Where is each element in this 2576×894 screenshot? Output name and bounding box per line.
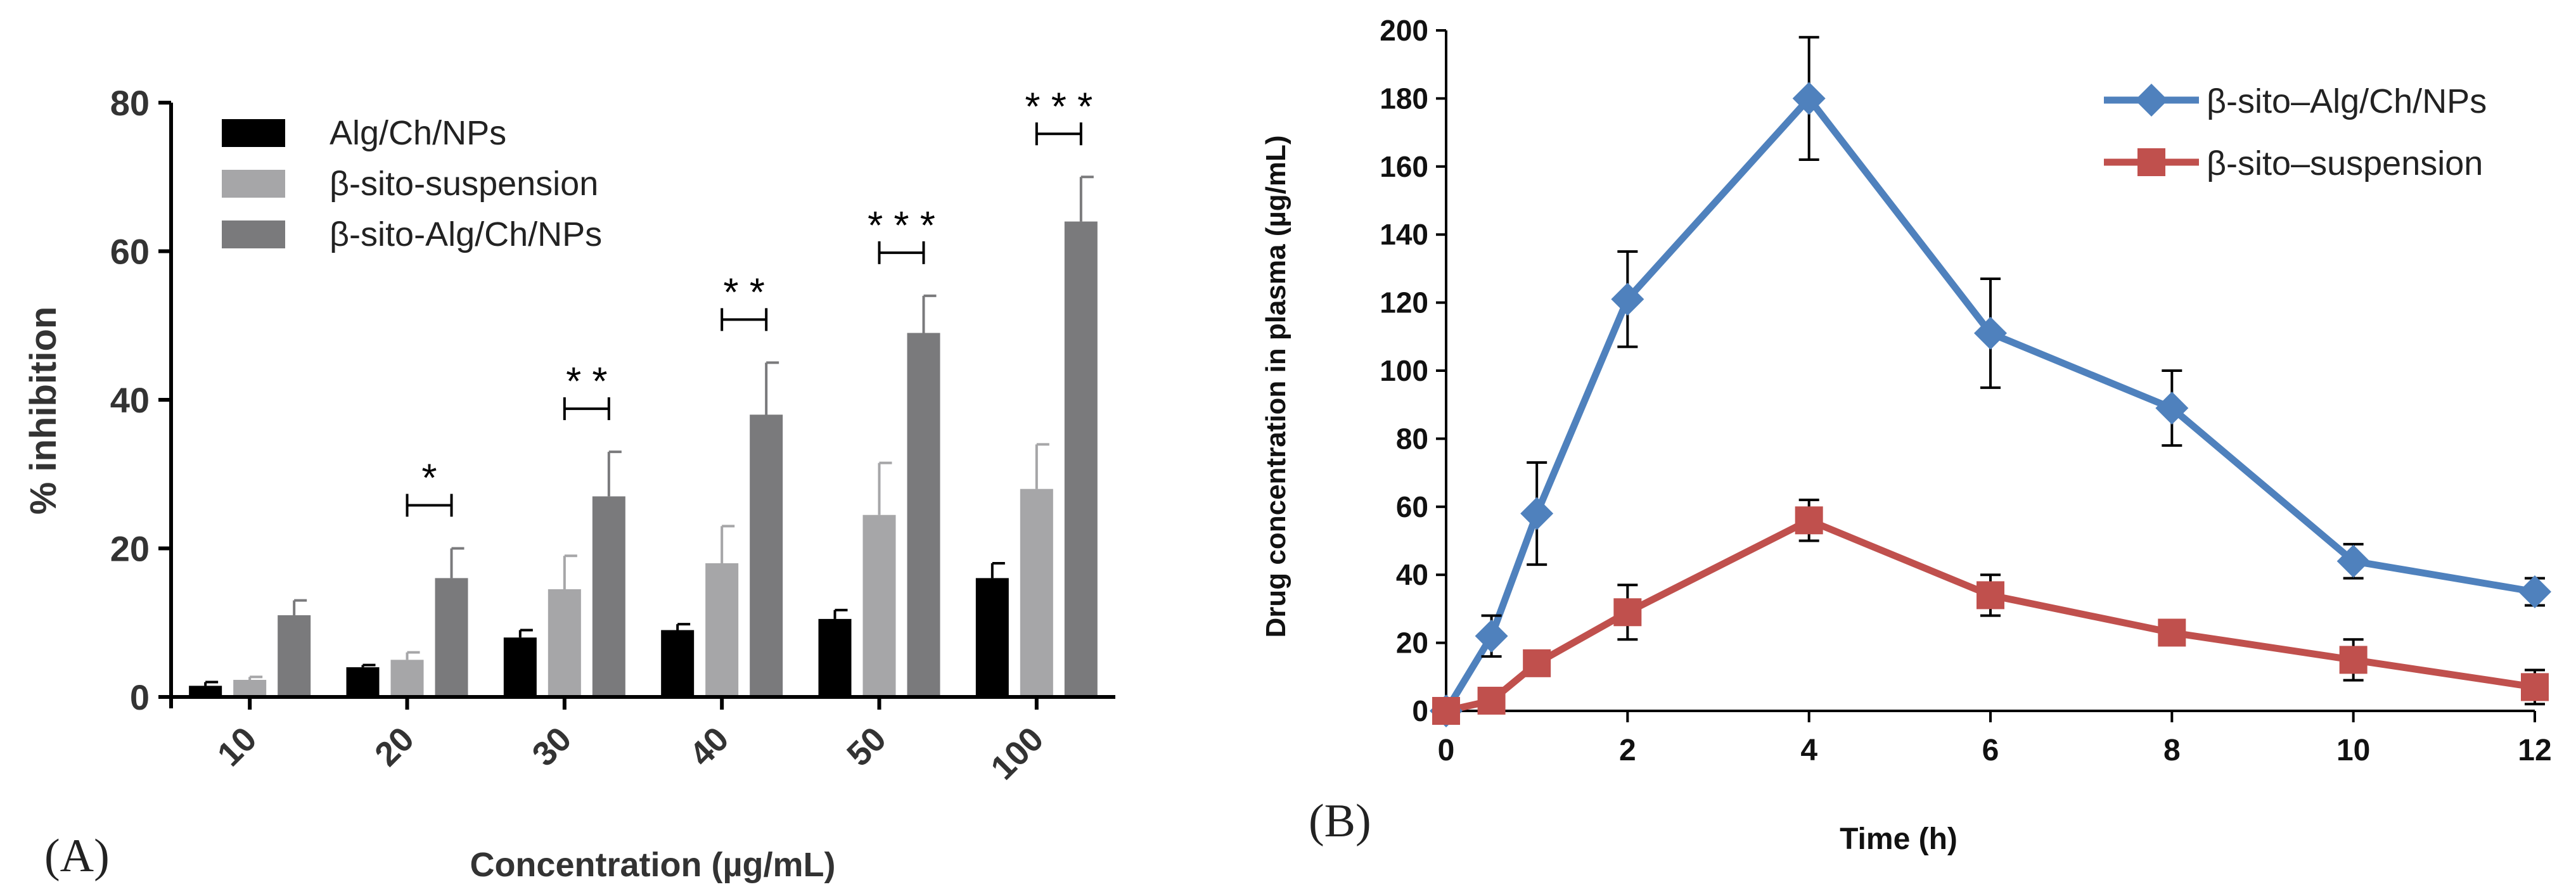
y-tick-label: 40 — [1396, 558, 1428, 591]
data-point-1 — [1611, 283, 1644, 316]
x-tick-label: 10 — [2336, 734, 2370, 767]
data-point-1 — [2155, 392, 2189, 425]
panel-b-axes: 0 20 40 60 80 100 120 140 160 180 200 0 2 4 6 8 10 12 — [1380, 14, 2551, 767]
x-tick-label: 12 — [2518, 734, 2551, 767]
y-tick-label: 80 — [110, 83, 150, 123]
bar-50-3 — [907, 333, 940, 697]
bar-30-2 — [548, 589, 581, 697]
bar-40-2 — [705, 563, 739, 697]
significance-stars: * * * — [868, 204, 935, 248]
bar-40-1 — [661, 630, 695, 697]
bar-100-3 — [1064, 221, 1098, 698]
legend-label: β-sito-Alg/Ch/NPs — [330, 215, 602, 253]
legend-label: β-sito–suspension — [2207, 144, 2483, 182]
data-point-2 — [1523, 649, 1551, 677]
bar-20-1 — [346, 667, 380, 697]
data-point-2 — [1977, 581, 2004, 610]
y-tick-label: 0 — [1412, 694, 1428, 727]
data-point-2 — [1477, 686, 1506, 715]
x-tick-label: 40 — [682, 720, 736, 774]
bar-30-1 — [503, 637, 537, 697]
x-tick-label: 4 — [1800, 734, 1817, 767]
y-tick-label: 0 — [130, 677, 150, 717]
bar-10-2 — [233, 680, 267, 697]
legend-swatch — [222, 119, 285, 147]
data-point-2 — [2521, 673, 2549, 701]
bar-40-3 — [750, 414, 783, 697]
panel-b-legend: β-sito–Alg/Ch/NPs β-sito–suspension — [2104, 82, 2487, 182]
x-tick-label: 2 — [1619, 734, 1636, 767]
data-point-1 — [1974, 316, 2007, 350]
panel-a-error-bars — [204, 176, 1094, 686]
data-point-1 — [2336, 544, 2370, 578]
bar-20-3 — [435, 578, 468, 697]
x-tick-label: 8 — [2163, 734, 2181, 767]
significance-stars: * * — [723, 271, 764, 314]
legend-swatch — [222, 170, 285, 198]
panel-b-markers — [1430, 82, 2551, 727]
panel-b-line-chart: 0 20 40 60 80 100 120 140 160 180 200 0 2 4 6 8 10 12 β-s… — [1260, 14, 2552, 856]
bar-10-1 — [189, 686, 222, 697]
panel-a-legend: Alg/Ch/NPs β-sito-suspension β-sito-Alg/Ch… — [222, 114, 602, 253]
x-tick-label: 20 — [368, 720, 421, 774]
panel-b-label: (B) — [1309, 795, 1371, 847]
y-tick-label: 100 — [1380, 354, 1428, 387]
y-tick-label: 140 — [1380, 218, 1428, 251]
y-tick-label: 200 — [1380, 14, 1428, 47]
panel-b-y-axis-label: Drug concentration in plasma (µg/mL) — [1260, 136, 1291, 638]
panel-b-x-axis-label: Time (h) — [1840, 822, 1958, 856]
y-tick-label: 20 — [1396, 627, 1428, 660]
panel-b-series-lines — [1443, 94, 2535, 715]
data-point-1 — [1520, 497, 1554, 530]
y-tick-label: 80 — [1396, 422, 1428, 455]
panel-a-x-axis-label: Concentration (µg/mL) — [470, 846, 835, 884]
legend-label: β-sito-suspension — [330, 165, 598, 203]
panel-a-label: (A) — [44, 830, 110, 882]
bar-30-3 — [592, 496, 625, 697]
panel-a-y-axis-label: % inhibition — [23, 307, 64, 515]
data-point-1 — [1475, 619, 1508, 653]
y-tick-label: 180 — [1380, 82, 1428, 115]
bar-100-1 — [975, 578, 1009, 697]
y-tick-label: 20 — [110, 529, 150, 569]
legend-label: Alg/Ch/NPs — [330, 114, 506, 152]
panel-a-bar-chart: * * * * * * * * * * * 0 20 40 60 80 10 20 30 40 50 100… — [23, 83, 1115, 884]
data-point-1 — [1792, 82, 1826, 115]
legend-swatch — [222, 220, 285, 248]
y-tick-label: 120 — [1380, 286, 1428, 319]
legend-label: β-sito–Alg/Ch/NPs — [2207, 82, 2487, 120]
panel-a-significance-markers: * * * * * * * * * * * — [406, 85, 1093, 517]
y-tick-label: 60 — [110, 232, 150, 272]
panel-a-bars — [189, 221, 1098, 698]
x-tick-label: 10 — [210, 720, 264, 774]
data-point-2 — [2158, 618, 2186, 647]
significance-stars: * — [421, 457, 437, 501]
x-tick-label: 6 — [1982, 734, 1999, 767]
data-point-2 — [2339, 646, 2368, 674]
x-tick-label: 100 — [984, 720, 1051, 787]
x-tick-label: 30 — [525, 720, 579, 774]
y-tick-label: 60 — [1396, 490, 1428, 523]
data-point-2 — [1613, 598, 1642, 627]
data-point-1 — [2518, 575, 2551, 609]
legend-marker — [2135, 84, 2168, 117]
bar-10-3 — [278, 615, 311, 697]
data-point-2 — [1795, 506, 1823, 535]
x-tick-label: 50 — [840, 720, 894, 774]
bar-20-2 — [390, 660, 424, 697]
legend-marker — [2137, 148, 2165, 176]
data-point-2 — [1432, 697, 1460, 725]
y-tick-label: 40 — [110, 380, 150, 420]
significance-stars: * * * — [1025, 85, 1093, 129]
x-tick-label: 0 — [1438, 734, 1455, 767]
y-tick-label: 160 — [1380, 150, 1428, 183]
bar-50-2 — [862, 514, 896, 697]
significance-stars: * * — [566, 360, 607, 404]
bar-100-2 — [1020, 489, 1053, 697]
bar-50-1 — [818, 618, 852, 697]
